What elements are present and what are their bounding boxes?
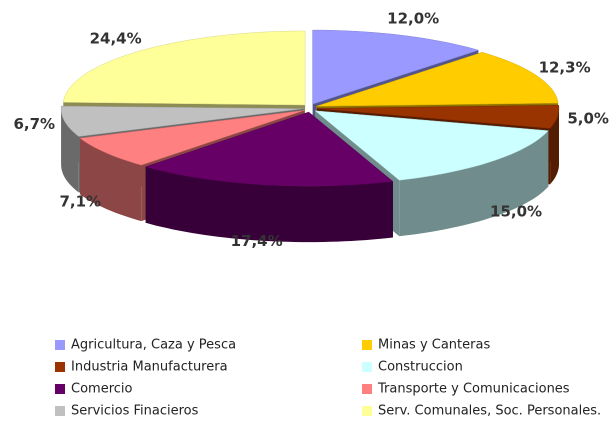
legend-label: Comercio	[71, 382, 133, 397]
slice	[63, 30, 306, 106]
legend-label: Industria Manufacturera	[71, 360, 228, 375]
slice-outer-wall	[399, 130, 549, 237]
legend-label: Agricultura, Caza y Pesca	[71, 338, 236, 353]
slice-outer-wall	[145, 166, 393, 243]
legend-swatch	[55, 384, 65, 394]
legend-label: Transporte y Comunicaciones	[377, 382, 570, 397]
legend-swatch	[55, 406, 65, 416]
legend-swatch	[362, 340, 372, 350]
slice	[79, 110, 305, 166]
slice-outer-wall	[550, 108, 559, 185]
legend-label: Servicios Finacieros	[71, 404, 199, 419]
slice-outer-wall	[61, 108, 79, 193]
legend-label: Construccion	[378, 360, 463, 375]
data-label: 7,1%	[59, 193, 101, 211]
slice	[312, 29, 480, 105]
legend-swatch	[362, 406, 372, 416]
slice	[314, 110, 549, 181]
legend-swatch	[55, 340, 65, 350]
legend-label: Serv. Comunales, Soc. Personales.	[378, 404, 601, 419]
data-label: 5,0%	[567, 109, 609, 127]
data-label: 12,0%	[387, 9, 439, 27]
slice	[60, 105, 304, 137]
legend-label: Minas y Canteras	[378, 338, 490, 353]
data-label: 12,3%	[539, 59, 591, 77]
legend-swatch	[55, 362, 65, 372]
slice	[316, 105, 560, 129]
pie-tops	[60, 29, 560, 187]
data-label: 6,7%	[13, 115, 55, 133]
legend-swatch	[362, 362, 372, 372]
data-label: 15,0%	[490, 203, 542, 221]
data-label: 24,4%	[90, 29, 142, 47]
slice-outer-wall	[80, 138, 142, 222]
slice	[144, 111, 394, 187]
legend-swatch	[362, 384, 372, 394]
data-label: 17,4%	[231, 232, 283, 250]
slice	[316, 52, 559, 107]
